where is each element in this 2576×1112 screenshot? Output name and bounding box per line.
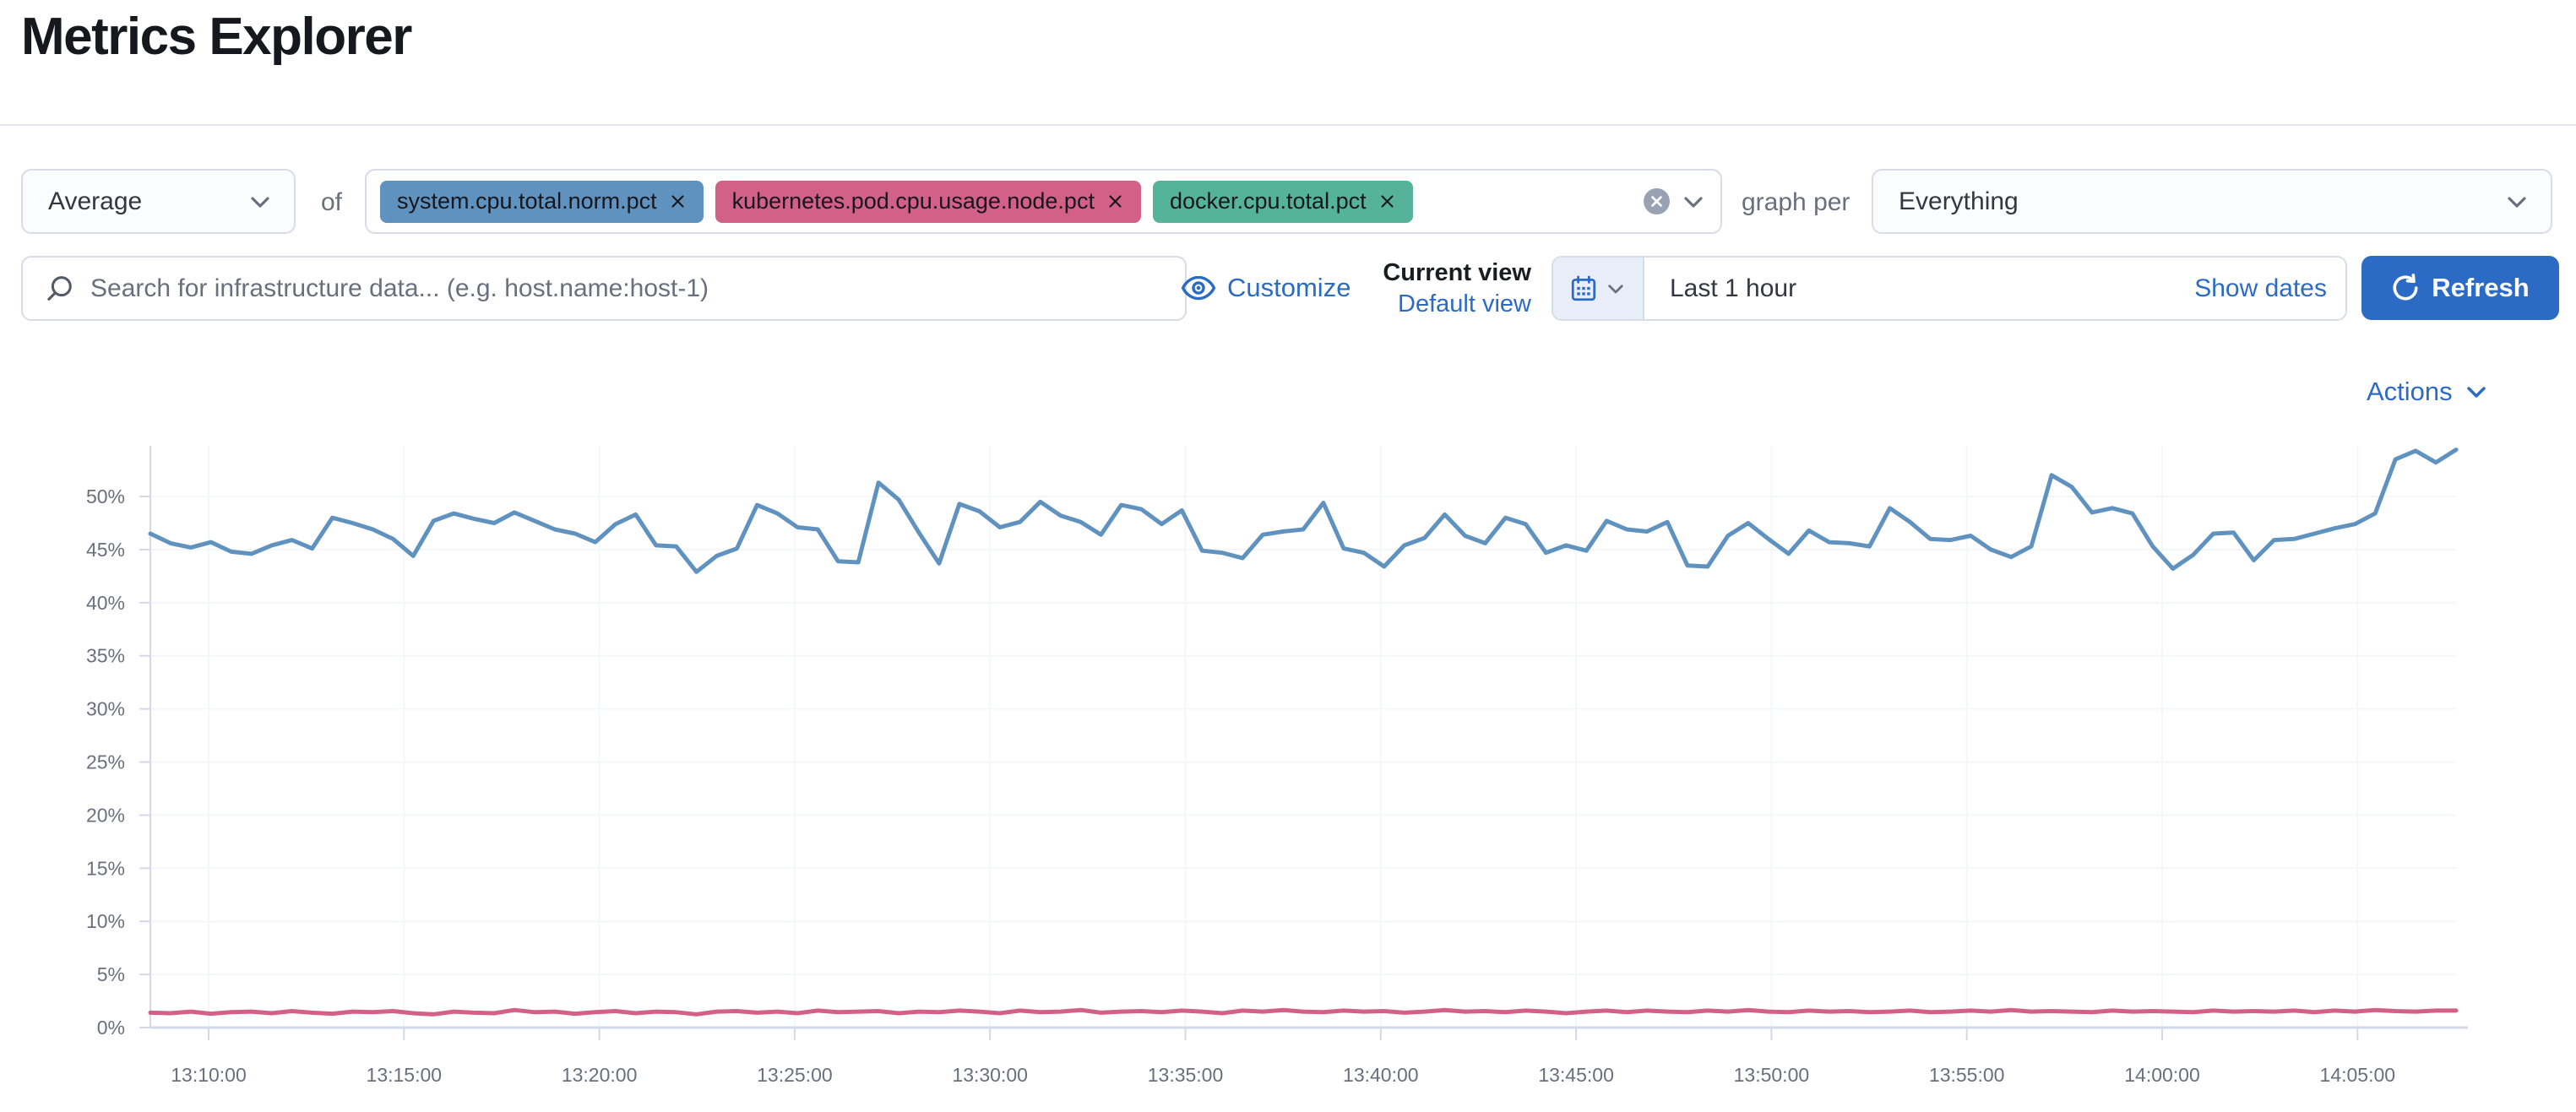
current-view-label: Current view (1383, 259, 1531, 286)
show-dates-link[interactable]: Show dates (2194, 274, 2327, 302)
eye-icon (1181, 275, 1216, 301)
metric-tag[interactable]: system.cpu.total.norm.pct (380, 180, 704, 223)
x-tick-label: 13:30:00 (952, 1064, 1028, 1086)
chevron-down-icon (2508, 196, 2526, 208)
y-tick-label: 45% (86, 539, 125, 561)
customize-label: Customize (1227, 273, 1351, 302)
metric-tag-list: system.cpu.total.norm.pct kubernetes.pod.… (380, 180, 1413, 223)
y-tick-label: 25% (86, 751, 125, 773)
y-tick-label: 0% (97, 1017, 125, 1039)
view-switcher: Current view Default view (1301, 258, 1531, 320)
y-tick-label: 30% (86, 698, 125, 720)
x-tick-label: 13:50:00 (1734, 1064, 1810, 1086)
quick-select-button[interactable] (1553, 258, 1644, 319)
group-by-select[interactable]: Everything (1872, 169, 2552, 234)
y-tick-label: 50% (86, 485, 125, 507)
x-tick-label: 13:10:00 (171, 1064, 247, 1086)
refresh-button[interactable]: Refresh (2361, 256, 2559, 320)
refresh-label: Refresh (2432, 273, 2530, 302)
y-tick-label: 15% (86, 857, 125, 879)
of-label: of (321, 188, 343, 216)
page-title: Metrics Explorer (21, 8, 412, 66)
x-tick-label: 13:45:00 (1538, 1064, 1614, 1086)
graph-per-label: graph per (1742, 188, 1850, 216)
metrics-chart: 0% 5% 10% 15% 20% 25% 30% 35% 40% 45% 50% 13:10:00 1… (0, 439, 2576, 1108)
x-tick-label: 14:00:00 (2124, 1064, 2200, 1086)
x-tick-label: 14:05:00 (2320, 1064, 2396, 1086)
y-tick-label: 10% (86, 910, 125, 932)
calendar-icon (1571, 275, 1596, 301)
aggregation-value: Average (48, 187, 143, 215)
chevron-down-icon (1608, 284, 1623, 293)
refresh-icon (2393, 274, 2418, 301)
chevron-down-icon[interactable] (1680, 188, 1707, 215)
x-tick-label: 13:40:00 (1343, 1064, 1419, 1086)
customize-button[interactable]: Customize (1181, 256, 1350, 320)
metric-tag-label: system.cpu.total.norm.pct (397, 188, 657, 214)
header-divider (0, 124, 2576, 126)
chevron-down-icon (2466, 387, 2486, 398)
aggregation-select[interactable]: Average (21, 169, 296, 234)
metrics-combobox[interactable]: system.cpu.total.norm.pct kubernetes.pod.… (365, 169, 1722, 234)
time-range-picker: Last 1 hour Show dates (1552, 256, 2347, 321)
x-tick-label: 13:25:00 (757, 1064, 833, 1086)
actions-menu-button[interactable]: Actions (2367, 377, 2490, 407)
chevron-down-icon (251, 196, 269, 208)
metric-tag[interactable]: kubernetes.pod.cpu.usage.node.pct (715, 180, 1141, 223)
group-by-value: Everything (1899, 187, 2019, 215)
actions-label: Actions (2367, 377, 2453, 406)
x-tick-label: 13:35:00 (1148, 1064, 1224, 1086)
remove-metric-icon[interactable] (1106, 193, 1124, 210)
chart-plot-area[interactable] (150, 446, 2456, 1028)
series-line-system.cpu.total.norm.pct (148, 448, 2459, 574)
series-line-kubernetes.pod.cpu.usage.node.pct (148, 1007, 2459, 1017)
search-icon (47, 275, 72, 301)
y-tick-label: 20% (86, 804, 125, 826)
x-tick-label: 13:20:00 (562, 1064, 638, 1086)
y-tick-label: 5% (97, 963, 125, 985)
metric-tag-label: docker.cpu.total.pct (1169, 188, 1367, 214)
x-tick-label: 13:15:00 (367, 1064, 443, 1086)
metric-tag-label: kubernetes.pod.cpu.usage.node.pct (731, 188, 1095, 214)
default-view-link[interactable]: Default view (1398, 290, 1531, 317)
remove-metric-icon[interactable] (669, 193, 687, 210)
time-range-value[interactable]: Last 1 hour (1670, 274, 1797, 302)
search-input[interactable]: Search for infrastructure data... (e.g. … (21, 256, 1187, 321)
x-tick-label: 13:55:00 (1929, 1064, 2005, 1086)
clear-metrics-icon[interactable] (1644, 188, 1670, 214)
y-tick-label: 40% (86, 592, 125, 614)
remove-metric-icon[interactable] (1378, 193, 1396, 210)
metric-tag[interactable]: docker.cpu.total.pct (1152, 180, 1413, 223)
y-tick-label: 35% (86, 645, 125, 667)
metrics-chart-canvas: 0% 5% 10% 15% 20% 25% 30% 35% 40% 45% 50% 13:10:00 1… (86, 446, 2468, 1086)
search-placeholder: Search for infrastructure data... (e.g. … (90, 274, 709, 302)
